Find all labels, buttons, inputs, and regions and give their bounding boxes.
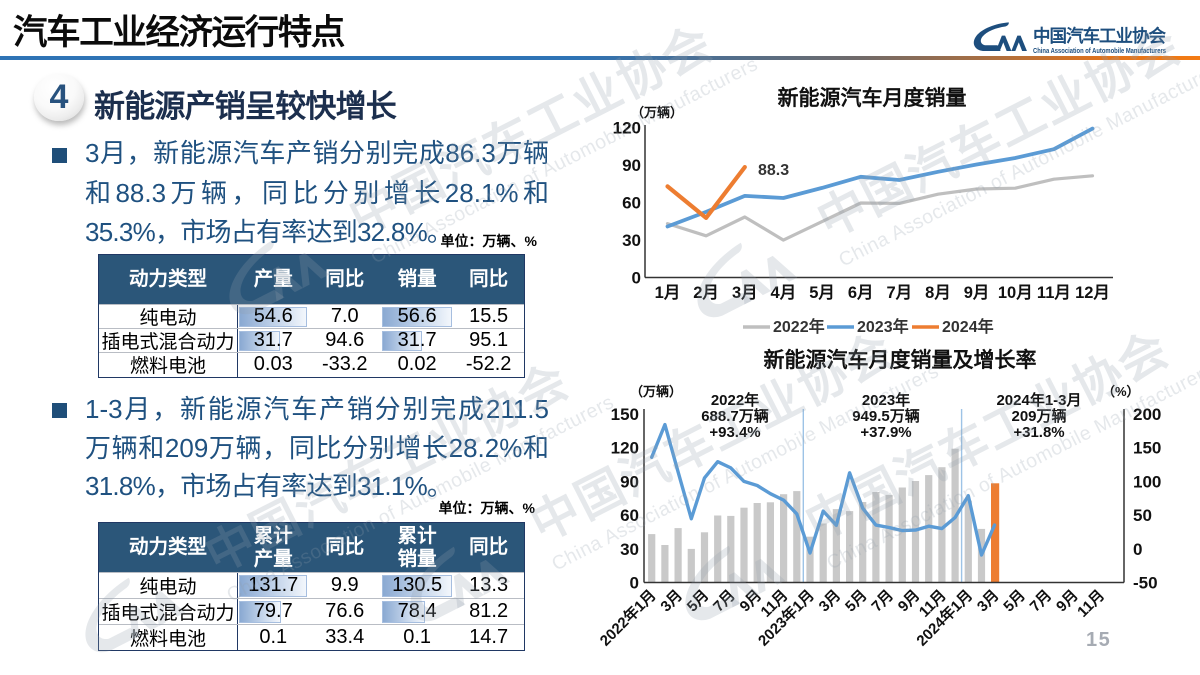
svg-text:90: 90 (622, 156, 641, 175)
svg-text:2023年: 2023年 (862, 391, 910, 409)
svg-text:150: 150 (1133, 439, 1161, 458)
svg-text:China Association of Automobil: China Association of Automobile Manufact… (1033, 46, 1166, 55)
svg-text:120: 120 (611, 439, 639, 458)
svg-text:5月: 5月 (809, 283, 835, 302)
svg-text:7月: 7月 (1027, 587, 1056, 616)
svg-text:3月: 3月 (657, 587, 686, 616)
svg-text:2024年: 2024年 (942, 317, 994, 336)
svg-text:-50: -50 (1133, 574, 1158, 593)
svg-text:30: 30 (622, 231, 641, 250)
svg-text:60: 60 (620, 506, 639, 525)
svg-text:3月: 3月 (732, 283, 758, 302)
svg-text:11月: 11月 (1037, 283, 1071, 302)
svg-text:0: 0 (1133, 540, 1142, 559)
svg-text:88.3: 88.3 (758, 162, 789, 179)
svg-text:5月: 5月 (842, 587, 871, 616)
svg-text:50: 50 (1133, 506, 1152, 525)
svg-text:150: 150 (611, 405, 639, 424)
svg-text:10月: 10月 (998, 283, 1033, 302)
svg-text:7月: 7月 (868, 587, 897, 616)
svg-text:中国汽车工业协会: 中国汽车工业协会 (1033, 26, 1167, 46)
svg-text:（%）: （%） (1102, 384, 1140, 399)
svg-text:90: 90 (620, 472, 639, 491)
svg-text:+31.8%: +31.8% (1013, 424, 1064, 441)
svg-text:2022年1月: 2022年1月 (596, 586, 659, 649)
svg-text:100: 100 (1133, 472, 1161, 491)
svg-text:2024年1-3月: 2024年1-3月 (996, 391, 1081, 409)
svg-text:新能源汽车月度销量: 新能源汽车月度销量 (778, 86, 967, 110)
svg-text:2月: 2月 (693, 283, 719, 302)
svg-text:5月: 5月 (684, 587, 713, 616)
svg-text:8月: 8月 (925, 283, 951, 302)
svg-text:+93.4%: +93.4% (709, 424, 760, 441)
svg-text:1月: 1月 (655, 283, 681, 302)
svg-text:3月: 3月 (816, 587, 845, 616)
svg-text:2022年: 2022年 (773, 317, 825, 336)
svg-text:949.5万辆: 949.5万辆 (852, 407, 920, 425)
svg-text:6月: 6月 (848, 283, 874, 302)
svg-text:0: 0 (630, 574, 639, 593)
svg-text:新能源汽车月度销量及增长率: 新能源汽车月度销量及增长率 (764, 348, 1037, 372)
svg-text:7月: 7月 (886, 283, 912, 302)
svg-text:（万辆）: （万辆） (630, 384, 682, 399)
svg-text:+37.9%: +37.9% (860, 424, 911, 441)
svg-text:2023年: 2023年 (857, 317, 909, 336)
svg-text:200: 200 (1133, 405, 1161, 424)
svg-text:7月: 7月 (710, 587, 739, 616)
svg-text:12月: 12月 (1075, 283, 1110, 302)
svg-text:60: 60 (622, 194, 641, 213)
svg-text:11月: 11月 (1074, 587, 1108, 621)
svg-text:0: 0 (632, 269, 641, 288)
svg-text:3月: 3月 (974, 587, 1003, 616)
svg-text:9月: 9月 (964, 283, 990, 302)
svg-text:30: 30 (620, 540, 639, 559)
svg-text:4月: 4月 (771, 283, 797, 302)
svg-text:120: 120 (613, 119, 641, 138)
svg-text:5月: 5月 (1000, 587, 1029, 616)
svg-text:2022年: 2022年 (711, 391, 759, 409)
svg-text:209万辆: 209万辆 (1011, 407, 1066, 425)
svg-text:（万辆）: （万辆） (631, 105, 683, 120)
svg-text:688.7万辆: 688.7万辆 (701, 407, 769, 425)
